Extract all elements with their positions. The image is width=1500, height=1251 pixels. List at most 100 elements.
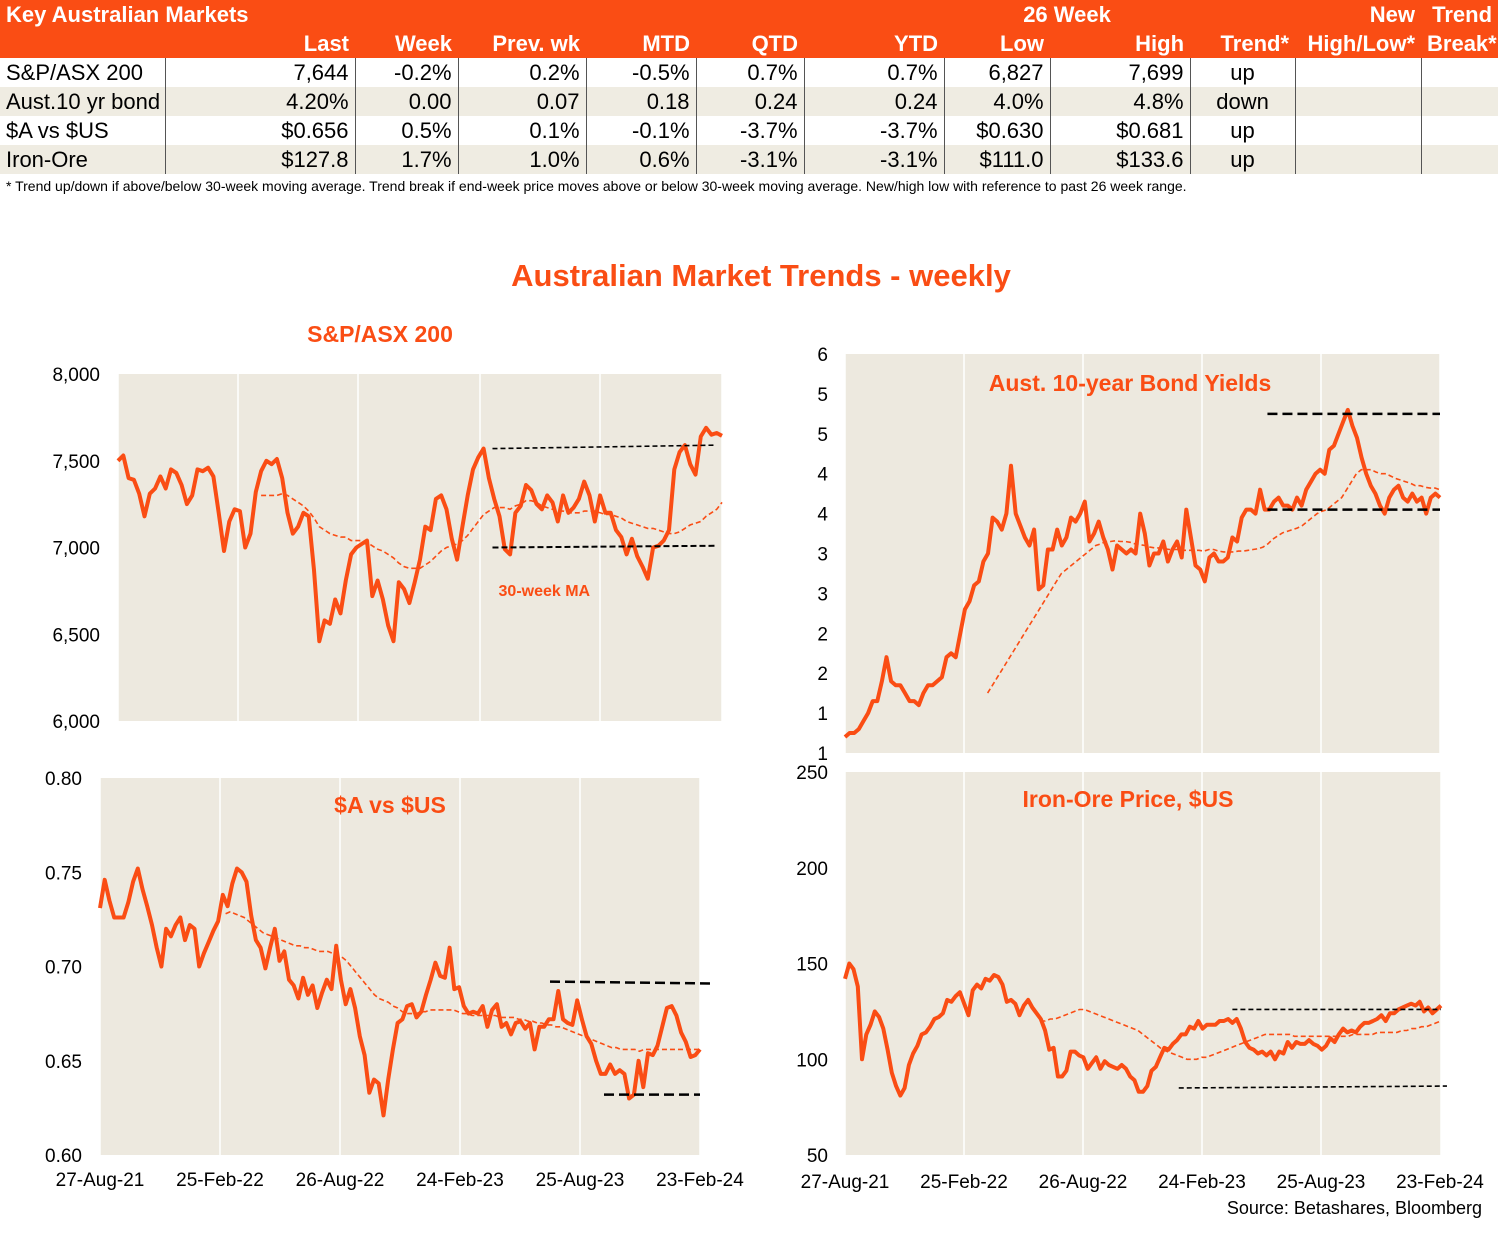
y-tick-label: 0.75 [45, 863, 82, 884]
y-tick-label: 100 [796, 1050, 828, 1071]
moving-average-line [986, 468, 1441, 694]
table-cell: 0.18 [586, 87, 697, 116]
chart-title: S&P/ASX 200 [307, 321, 453, 347]
series-line [98, 866, 702, 1118]
table-cell: 1.7% [355, 145, 459, 174]
y-tick-label: 250 [796, 763, 828, 784]
table-cell: 4.20% [165, 87, 356, 116]
chart-title: Aust. 10-year Bond Yields [989, 370, 1271, 396]
col-header: YTD [804, 29, 945, 58]
y-tick-label: 0.65 [45, 1052, 82, 1073]
col-header: Break* [1421, 29, 1499, 58]
table-row: Iron-Ore $127.8 1.7% 1.0% 0.6% -3.1% -3.1% $111… [0, 145, 1499, 174]
x-tick-label: 25-Feb-22 [176, 1170, 264, 1191]
chart-1: 1 1 2 2 3 3 4 4 5 5 6 27-Aug-21 25-Feb-22 26-Aug-22 24… [801, 345, 1485, 1193]
plot-area [100, 778, 700, 1155]
col-header: MTD [586, 29, 697, 58]
x-tick-label: 23-Feb-24 [1396, 1172, 1484, 1193]
table-cell [1421, 116, 1499, 145]
col-header: Week [355, 29, 459, 58]
range-line [1178, 1085, 1447, 1089]
table-cell: 0.07 [458, 87, 587, 116]
chart-2: 0.60 0.65 0.70 0.75 0.80 27-Aug-21 25-Feb-22 26… [45, 769, 744, 1191]
table-cell: 0.00 [355, 87, 459, 116]
col-header: Trend* [1190, 29, 1296, 58]
ma-annotation: 30-week MA [499, 583, 591, 600]
y-tick-label: 6 [817, 345, 828, 366]
table-cell: 0.24 [696, 87, 805, 116]
y-tick-label: 4 [817, 465, 828, 486]
chart-title: $A vs $US [334, 792, 446, 818]
col-header: High/Low* [1295, 29, 1422, 58]
y-tick-label: 6,000 [52, 712, 100, 733]
x-tick-label: 24-Feb-23 [416, 1170, 504, 1191]
table-cell [1295, 116, 1422, 145]
x-tick-label: 27-Aug-21 [801, 1172, 890, 1193]
row-label: Iron-Ore [0, 145, 166, 174]
header-group-26-week: 26 Week [944, 0, 1191, 29]
y-tick-label: 4 [817, 505, 828, 526]
col-header: Low [944, 29, 1051, 58]
table-cell: down [1190, 87, 1296, 116]
col-header: QTD [696, 29, 805, 58]
y-tick-label: 2 [817, 664, 828, 685]
y-tick-label: 8,000 [52, 365, 100, 386]
y-tick-label: 5 [817, 425, 828, 446]
table-title: Key Australian Markets [0, 0, 356, 29]
table-cell: 6,827 [944, 58, 1051, 87]
table-cell: $0.681 [1050, 116, 1191, 145]
x-tick-label: 25-Feb-22 [920, 1172, 1008, 1193]
moving-average-line [1040, 1008, 1442, 1061]
y-tick-label: 7,500 [52, 452, 100, 473]
row-label: S&P/ASX 200 [0, 58, 166, 87]
table-cell [1421, 58, 1499, 87]
y-tick-label: 0.60 [45, 1146, 82, 1167]
x-tick-label: 26-Aug-22 [296, 1170, 385, 1191]
row-label: $A vs $US [0, 116, 166, 145]
range-line [492, 444, 716, 450]
table-footnote: * Trend up/down if above/below 30-week m… [6, 178, 1187, 194]
y-tick-label: 1 [817, 704, 828, 725]
source-note: Source: Betashares, Bloomberg [1226, 1198, 1482, 1218]
x-tick-label: 26-Aug-22 [1039, 1172, 1128, 1193]
x-tick-label: 25-Aug-23 [536, 1170, 625, 1191]
x-tick-label: 25-Aug-23 [1277, 1172, 1366, 1193]
table-cell: $0.630 [944, 116, 1051, 145]
y-tick-label: 200 [796, 859, 828, 880]
table-cell: -3.7% [696, 116, 805, 145]
table-cell: -0.2% [355, 58, 459, 87]
x-tick-label: 23-Feb-24 [656, 1170, 744, 1191]
table-cell: $111.0 [944, 145, 1051, 174]
table-cell [1295, 87, 1422, 116]
series-line [843, 407, 1442, 739]
table-cell [1421, 145, 1499, 174]
table-cell: $127.8 [165, 145, 356, 174]
table-cell: $133.6 [1050, 145, 1191, 174]
col-header: Last [165, 29, 356, 58]
table-cell [1295, 145, 1422, 174]
x-tick-label: 27-Aug-21 [56, 1170, 145, 1191]
chart-0: 6,000 6,500 7,000 7,500 8,000 S&P/ASX 200 30-w… [52, 321, 723, 733]
table-cell: 0.1% [458, 116, 587, 145]
y-tick-label: 6,500 [52, 625, 100, 646]
table-cell: -0.5% [586, 58, 697, 87]
table-cell: $0.656 [165, 116, 356, 145]
table-cell: 4.0% [944, 87, 1051, 116]
y-tick-label: 0.80 [45, 769, 82, 790]
table-cell: -3.1% [696, 145, 805, 174]
range-line [549, 980, 713, 985]
table-cell: up [1190, 145, 1296, 174]
table-cell: 7,699 [1050, 58, 1191, 87]
y-tick-label: 1 [817, 744, 828, 765]
y-tick-label: 50 [807, 1146, 828, 1167]
table-row: S&P/ASX 200 7,644 -0.2% 0.2% -0.5% 0.7% 0.7% 6,… [0, 58, 1499, 87]
table-cell: 1.0% [458, 145, 587, 174]
chart-3: 50 100 150 200 250 Iron-Ore Price, $US [796, 763, 1447, 1167]
table-cell: 0.2% [458, 58, 587, 87]
table-cell: -3.7% [804, 116, 945, 145]
moving-average-line [261, 492, 723, 570]
y-tick-label: 3 [817, 584, 828, 605]
table-cell: 0.5% [355, 116, 459, 145]
table-cell: up [1190, 116, 1296, 145]
